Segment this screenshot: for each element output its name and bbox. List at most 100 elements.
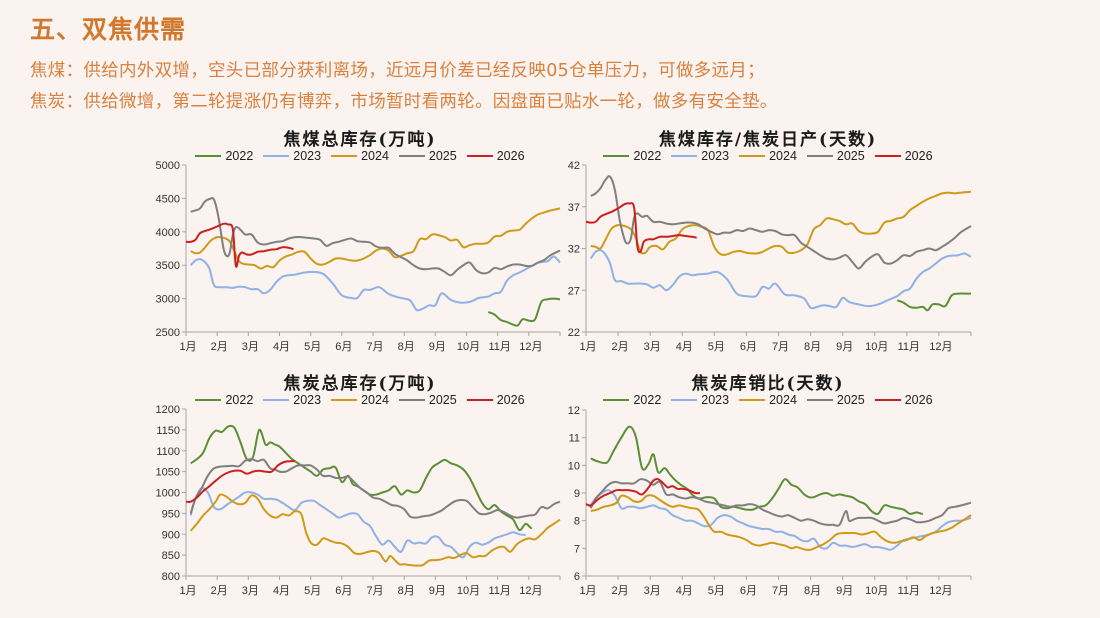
series-line-2026 [585,477,700,507]
x-tick-label: 10月 [457,341,480,353]
legend-swatch [195,398,222,402]
legend-label: 2023 [293,393,322,407]
legend-swatch [806,154,833,158]
series-line-2026 [185,222,294,268]
chart-plot: 2500 3000 3500 4000 4500 5000 1月 2月 3月 4月 5月 6月 7月 8月… [156,160,561,353]
y-tick-label: 2500 [156,327,180,339]
series-line-2025 [590,175,972,270]
legend-item-2023: 2023 [671,149,729,163]
legend-swatch [874,398,901,402]
x-tick-label: 7月 [772,585,789,597]
legend-item-2024: 2024 [331,393,389,407]
y-tick-label: 6 [574,571,580,583]
series-line-2024 [190,207,561,270]
x-tick-label: 8月 [804,341,821,353]
chart-legend: 2022 2023 2024 2025 2026 [548,393,988,407]
y-tick-label: 22 [568,327,580,339]
legend-swatch [398,154,425,158]
legend-label: 2023 [701,393,730,407]
x-tick-label: 10月 [865,585,888,597]
legend-item-2026: 2026 [466,393,525,407]
x-tick-label: 6月 [335,585,352,597]
legend-item-2022: 2022 [195,393,253,407]
legend-label: 2025 [428,393,457,407]
x-tick-label: 7月 [366,341,383,353]
y-tick-label: 5000 [156,160,180,172]
legend-swatch [603,154,630,158]
legend-label: 2025 [428,149,457,163]
coke-summary: 焦炭：供给微增，第二轮提涨仍有博弈，市场暂时看两轮。因盘面已贴水一轮，做多有安全… [30,92,778,112]
x-tick-label: 2月 [211,341,228,353]
legend-item-2025: 2025 [398,393,457,407]
x-tick-label: 10月 [865,341,888,353]
legend-swatch [331,398,358,402]
x-tick-label: 9月 [836,341,853,353]
x-tick-label: 8月 [398,585,415,597]
x-tick-label: 4月 [273,585,290,597]
y-tick-label: 9 [574,488,580,500]
x-tick-label: 5月 [708,585,725,597]
legend-swatch [263,154,290,158]
y-tick-label: 3500 [156,260,180,272]
x-tick-label: 5月 [708,341,725,353]
legend-item-2024: 2024 [331,149,389,163]
x-tick-label: 9月 [836,585,853,597]
legend-item-2023: 2023 [263,393,321,407]
legend-swatch [195,154,222,158]
y-tick-label: 8 [574,516,580,528]
series-line-2025 [189,458,561,519]
x-tick-label: 11月 [898,585,920,597]
y-tick-label: 1000 [156,488,180,500]
y-tick-label: 1050 [156,467,180,479]
x-tick-label: 12月 [929,341,952,353]
legend-label: 2026 [496,393,525,407]
y-tick-label: 800 [162,571,180,583]
y-tick-label: 900 [162,529,180,541]
x-tick-label: 12月 [519,341,542,353]
x-tick-label: 1月 [179,585,196,597]
legend-swatch [874,154,901,158]
x-tick-label: 12月 [519,585,542,597]
x-tick-label: 5月 [304,585,321,597]
legend-swatch [263,398,290,402]
x-tick-label: 7月 [772,341,789,353]
chart-plot: 6 7 8 9 10 11 12 1月 2月 3月 4月 5月 6月 7月 8月 9月 10月 11月 12月 [568,405,972,597]
chart-legend: 2022 2023 2024 2025 2026 [140,393,580,407]
y-tick-label: 11 [569,433,580,445]
legend-label: 2024 [361,393,389,407]
x-tick-label: 1月 [579,341,596,353]
chart-title: 焦煤总库存(万吨) [283,130,437,150]
legend-label: 2026 [904,149,933,163]
x-tick-label: 8月 [398,341,415,353]
legend-item-2022: 2022 [603,149,661,163]
x-tick-label: 2月 [211,585,228,597]
y-tick-label: 7 [574,543,580,555]
y-tick-label: 32 [568,244,580,256]
x-tick-label: 9月 [429,341,446,353]
y-tick-label: 850 [162,550,180,562]
series-line-2023 [589,249,972,310]
legend-swatch [739,398,766,402]
legend-item-2026: 2026 [466,149,525,163]
chart-plot: 800 850 900 950 1000 1050 1100 1150 1200 1月 2月 3月 4月… [156,404,561,597]
series-line-2025 [589,478,972,527]
series-line-2024 [189,493,561,567]
legend-swatch [603,398,630,402]
x-tick-label: 2月 [612,341,629,353]
x-tick-label: 4月 [676,341,693,353]
series-line-2026 [585,202,697,254]
chart-coke-total-inventory: 焦炭总库存(万吨) 2022 2023 2024 2025 2026 800 850 900 95… [140,366,580,606]
legend-label: 2024 [769,149,797,163]
legend-label: 2023 [701,149,730,163]
legend-item-2025: 2025 [806,149,865,163]
chart-legend: 2022 2023 2024 2025 2026 [548,149,988,163]
legend-item-2022: 2022 [603,393,661,407]
legend-label: 2022 [225,393,254,407]
series-line-2026 [185,460,296,504]
legend-item-2023: 2023 [671,393,729,407]
x-tick-label: 6月 [335,341,352,353]
legend-item-2025: 2025 [806,393,865,407]
x-tick-label: 2月 [612,585,629,597]
chart-title: 焦炭库销比(天数) [691,374,845,394]
y-tick-label: 1150 [156,425,180,437]
